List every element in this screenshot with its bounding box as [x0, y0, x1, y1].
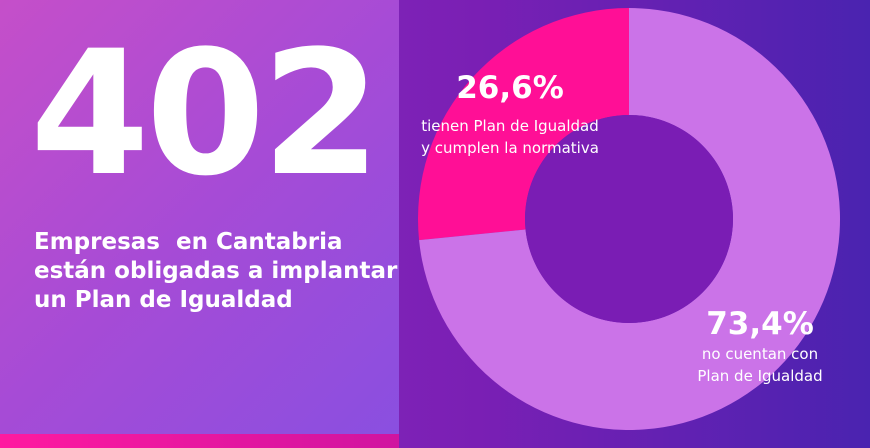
description-line: Plan de Igualdad	[697, 366, 823, 385]
slice-description-compliant: tienen Plan de Igualdad y cumplen la nor…	[400, 116, 620, 160]
donut-chart	[418, 8, 840, 430]
description-line: no cuentan con	[701, 345, 819, 363]
slice-description-without-plan: no cuentan con Plan de Igualdad	[660, 344, 860, 388]
stat-headline: Empresas en Cantabria están obligadas a …	[34, 228, 398, 315]
stat-panel	[0, 0, 399, 434]
headline-line: Empresas en Cantabria	[34, 229, 343, 255]
donut-slice-compliant	[418, 8, 629, 241]
slice-percent-compliant: 26,6%	[456, 70, 564, 106]
description-line: tienen Plan de Igualdad	[421, 117, 599, 135]
headline-line: un Plan de Igualdad	[34, 286, 293, 313]
description-line: y cumplen la normativa	[421, 138, 599, 157]
headline-line: están obligadas a implantar	[34, 257, 398, 284]
donut-slice-without-plan	[419, 8, 840, 430]
donut-hole	[525, 115, 733, 323]
accent-strip	[0, 434, 399, 448]
company-count: 402	[30, 13, 381, 214]
slice-percent-without-plan: 73,4%	[706, 306, 814, 342]
